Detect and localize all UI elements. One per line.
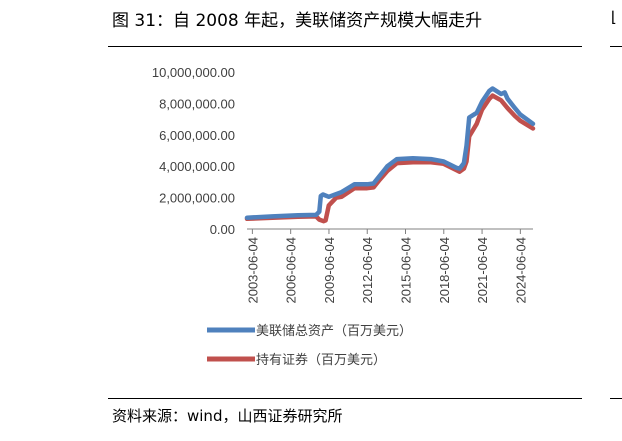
- figure-title: 图 31：自 2008 年起，美联储资产规模大幅走升: [112, 11, 483, 31]
- y-tick-label: 4,000,000.00: [159, 159, 235, 174]
- source-rule: [108, 398, 582, 399]
- x-tick-label: 2021-06-04: [475, 237, 490, 304]
- y-tick-label: 6,000,000.00: [159, 128, 235, 143]
- x-tick-label: 2006-06-04: [284, 237, 299, 304]
- adjacent-title-rule: [610, 46, 622, 47]
- legend-label-2: 持有证券（百万美元）: [256, 352, 386, 368]
- x-tick-label: 2003-06-04: [245, 237, 260, 304]
- x-tick-label: 2024-06-04: [513, 237, 528, 304]
- y-tick-label: 2,000,000.00: [159, 191, 235, 206]
- y-tick-label: 8,000,000.00: [159, 96, 235, 111]
- series-lines: [244, 86, 536, 224]
- title-rule: [108, 46, 582, 47]
- x-tick-label: 2012-06-04: [360, 237, 375, 304]
- series-line-2: [244, 93, 536, 224]
- x-axis: 2003-06-04 2006-06-04 2009-06-04 2012-06-04…: [245, 228, 533, 304]
- x-tick-label: 2009-06-04: [322, 237, 337, 304]
- y-tick-label: 0.00: [210, 222, 235, 237]
- y-tick-label: 10,000,000.00: [152, 65, 235, 80]
- figure-source: 资料来源：wind，山西证券研究所: [112, 407, 343, 425]
- series-line-1: [244, 86, 536, 220]
- x-tick-label: 2018-06-04: [437, 237, 452, 304]
- y-axis-tick-labels: 10,000,000.00 8,000,000.00 6,000,000.00 4,0…: [152, 65, 235, 237]
- adjacent-source-rule: [610, 398, 622, 399]
- legend-label-1: 美联储总资产（百万美元）: [256, 324, 412, 339]
- adjacent-figure-edge: ⌊: [611, 8, 617, 26]
- x-tick-label: 2015-06-04: [398, 237, 413, 304]
- legend: 美联储总资产（百万美元） 持有证券（百万美元）: [207, 324, 412, 368]
